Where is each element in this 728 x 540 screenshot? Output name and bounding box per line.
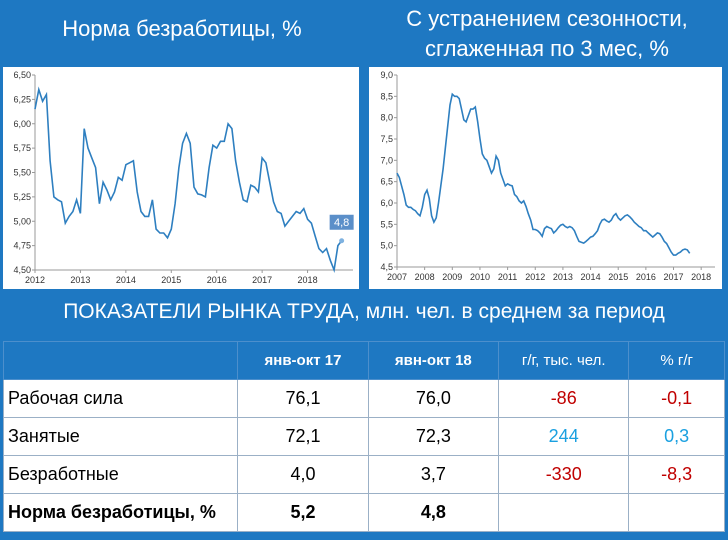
annotation-box bbox=[329, 214, 354, 230]
y-tick-label: 8,0 bbox=[380, 113, 393, 123]
x-tick-label: 2018 bbox=[691, 272, 711, 282]
last-point-marker bbox=[339, 238, 345, 244]
yoy-thousand: -86 bbox=[498, 379, 630, 418]
right-chart-title-line2: сглаженная по 3 мес, % bbox=[425, 36, 669, 61]
unemployment-rate-chart-svg: 6,50 6,25 6,00 5,75 5,50 5,25 5,00 4,75 4,502012… bbox=[13, 70, 354, 285]
x-tick-label: 2013 bbox=[70, 275, 90, 285]
table-row: Рабочая сила 76,1 76,0 -86 -0,1 bbox=[2, 379, 725, 418]
empty-cell bbox=[498, 493, 630, 532]
row-label: Занятые bbox=[2, 417, 239, 456]
x-tick-label: 2014 bbox=[116, 275, 136, 285]
x-tick-label: 2008 bbox=[415, 272, 435, 282]
empty-cell bbox=[628, 493, 725, 532]
y-tick-label: 5,00 bbox=[13, 216, 31, 226]
x-tick-label: 2017 bbox=[664, 272, 684, 282]
y-tick-label: 5,5 bbox=[380, 219, 393, 229]
row-label: Безработные bbox=[2, 455, 239, 494]
row-label: Рабочая сила bbox=[2, 379, 239, 418]
value-2018: 3,7 bbox=[367, 455, 500, 494]
x-tick-label: 2011 bbox=[498, 272, 517, 282]
x-tick-label: 2018 bbox=[298, 275, 318, 285]
table-title: ПОКАЗАТЕЛИ РЫНКА ТРУДА, млн. чел. в сред… bbox=[63, 300, 665, 323]
value-2017: 4,0 bbox=[237, 455, 369, 494]
value-2018: 72,3 bbox=[367, 417, 500, 456]
value-2017: 72,1 bbox=[237, 417, 369, 456]
y-tick-label: 7,5 bbox=[380, 134, 393, 144]
y-tick-label: 6,00 bbox=[13, 119, 31, 129]
x-tick-label: 2012 bbox=[525, 272, 545, 282]
table-header-row: янв-окт 17 явн-окт 18 г/г, тыс. чел. % г… bbox=[2, 341, 725, 380]
left-chart-title: Норма безработицы, % bbox=[62, 16, 302, 41]
y-tick-label: 4,5 bbox=[380, 262, 393, 272]
y-tick-label: 8,5 bbox=[380, 91, 393, 101]
table-row: Занятые 72,1 72,3 244 0,3 bbox=[2, 417, 725, 456]
x-tick-label: 2016 bbox=[636, 272, 656, 282]
header-empty-cell bbox=[2, 341, 239, 380]
series-line bbox=[396, 92, 691, 256]
seasonally-adjusted-chart: 9,0 8,5 8,0 7,5 7,0 6,5 6,0 5,5 5,0 4,5 2007 2008 20… bbox=[369, 67, 722, 289]
y-tick-label: 5,75 bbox=[13, 143, 31, 153]
unemployment-rate-chart: 6,50 6,25 6,00 5,75 5,50 5,25 5,00 4,75 4,50 2012… bbox=[3, 67, 359, 289]
header-period-2018: явн-окт 18 bbox=[367, 341, 500, 380]
yoy-percent: 0,3 bbox=[628, 417, 725, 456]
series-line bbox=[34, 86, 343, 274]
y-tick-label: 4,75 bbox=[13, 241, 31, 251]
y-tick-label: 4,50 bbox=[13, 265, 31, 275]
x-tick-label: 2009 bbox=[442, 272, 462, 282]
x-tick-label: 2007 bbox=[387, 272, 407, 282]
x-tick-label: 2010 bbox=[470, 272, 490, 282]
table-row: Безработные 4,0 3,7 -330 -8,3 bbox=[2, 455, 725, 494]
annotation-label: 4,8 bbox=[334, 217, 349, 229]
x-tick-label: 2017 bbox=[252, 275, 272, 285]
yoy-percent: -8,3 bbox=[628, 455, 725, 494]
y-tick-label: 5,25 bbox=[13, 192, 31, 202]
value-2017: 5,2 bbox=[237, 493, 369, 532]
y-tick-label: 6,50 bbox=[13, 70, 31, 80]
y-tick-label: 5,0 bbox=[380, 241, 393, 251]
value-2017: 76,1 bbox=[237, 379, 369, 418]
y-tick-label: 7,0 bbox=[380, 155, 393, 165]
yoy-thousand: -330 bbox=[498, 455, 630, 494]
value-2018: 4,8 bbox=[367, 493, 500, 532]
labor-market-table: янв-окт 17 явн-окт 18 г/г, тыс. чел. % г… bbox=[2, 341, 725, 532]
y-tick-label: 5,50 bbox=[13, 168, 31, 178]
yoy-thousand: 244 bbox=[498, 417, 630, 456]
right-chart-title-line1: С устранением сезонности, bbox=[406, 6, 688, 31]
value-2018: 76,0 bbox=[367, 379, 500, 418]
header-yoy-thousand: г/г, тыс. чел. bbox=[498, 341, 630, 380]
yoy-percent: -0,1 bbox=[628, 379, 725, 418]
row-label: Норма безработицы, % bbox=[2, 493, 239, 532]
header-yoy-percent: % г/г bbox=[628, 341, 725, 380]
x-tick-label: 2015 bbox=[608, 272, 628, 282]
y-tick-label: 6,5 bbox=[380, 177, 393, 187]
y-tick-label: 9,0 bbox=[380, 70, 393, 80]
y-tick-label: 6,25 bbox=[13, 94, 31, 104]
header-period-2017: янв-окт 17 bbox=[237, 341, 369, 380]
right-chart-title: С устранением сезонности, сглаженная по … bbox=[372, 4, 722, 64]
x-tick-label: 2013 bbox=[553, 272, 573, 282]
y-tick-label: 6,0 bbox=[380, 198, 393, 208]
table-total-row: Норма безработицы, % 5,2 4,8 bbox=[2, 493, 725, 532]
x-tick-label: 2014 bbox=[581, 272, 601, 282]
x-tick-label: 2016 bbox=[207, 275, 227, 285]
x-tick-label: 2012 bbox=[25, 275, 45, 285]
x-tick-label: 2015 bbox=[161, 275, 181, 285]
